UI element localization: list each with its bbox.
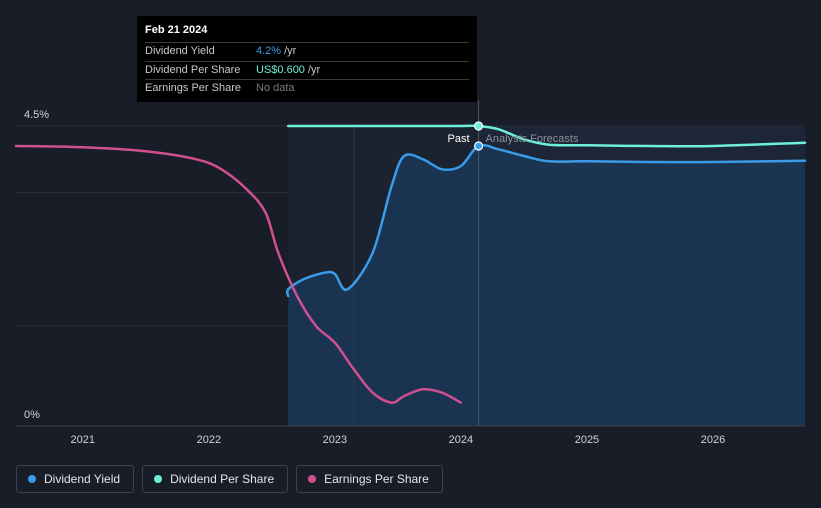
tooltip-value: US$0.600 (256, 63, 305, 76)
dividend-per-share-line (286, 124, 807, 148)
legend-item-earnings-per-share[interactable]: Earnings Per Share (296, 465, 443, 493)
legend-item-dividend-per-share[interactable]: Dividend Per Share (142, 465, 289, 493)
tooltip-label: Dividend Yield (145, 45, 215, 57)
x-tick-label: 2023 (323, 434, 347, 446)
legend-dot-icon (308, 475, 317, 483)
earnings-per-share-line (14, 144, 463, 404)
tooltip-date: Feb 21 2024 (145, 24, 208, 36)
tooltip-label: Dividend Per Share (145, 63, 241, 76)
x-tick-label: 2024 (449, 434, 473, 446)
legend-item-dividend-yield[interactable]: Dividend Yield (16, 465, 135, 493)
legend-dot-icon (154, 475, 163, 483)
dividend-yield-line (285, 143, 807, 298)
tooltip-label: Earnings Per Share (145, 82, 241, 94)
y-tick-label: 4.5% (24, 109, 49, 121)
legend: Dividend Yield Dividend Per Share Earnin… (16, 465, 443, 493)
forecast-label: Analysts Forecasts (486, 133, 579, 145)
legend-label: Dividend Yield (44, 472, 121, 486)
tooltip: Feb 21 2024 Dividend Yield 4.2% /yr Divi… (137, 16, 477, 102)
x-tick-label: 2026 (701, 434, 725, 446)
axes: 2021 2022 2023 2024 2025 2026 0% 4.5% (16, 109, 805, 446)
series-lines (14, 124, 807, 404)
tooltip-row-dividend-yield: Dividend Yield 4.2% /yr (145, 42, 469, 61)
y-tick-label: 0% (24, 409, 40, 421)
tooltip-value: 4.2% (256, 45, 282, 57)
dividend-yield-marker (473, 141, 484, 151)
tooltip-unit: /yr (307, 63, 321, 76)
tooltip-value: No data (256, 82, 295, 94)
dividend-per-share-marker (473, 121, 484, 131)
dividend-yield-area (287, 145, 806, 426)
tooltip-row-earnings-per-share: Earnings Per Share No data (145, 79, 469, 98)
legend-label: Earnings Per Share (324, 472, 429, 486)
hover-markers (473, 121, 484, 151)
legend-label: Dividend Per Share (170, 472, 275, 486)
x-tick-label: 2022 (197, 434, 221, 446)
past-label: Past (448, 133, 470, 145)
tooltip-row-dividend-per-share: Dividend Per Share US$0.600 /yr (145, 60, 469, 80)
past-shading (287, 100, 806, 426)
tooltip-unit: /yr (284, 45, 297, 57)
legend-dot-icon (28, 475, 36, 483)
x-tick-label: 2025 (575, 434, 599, 446)
x-tick-label: 2021 (71, 434, 95, 446)
